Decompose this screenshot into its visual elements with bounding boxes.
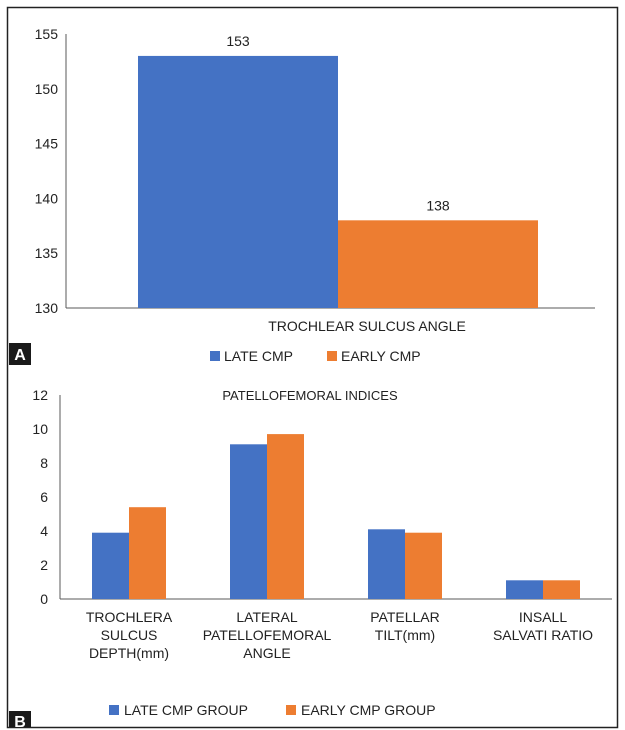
- panel-b-legend-swatch-late: [109, 705, 119, 715]
- panel-b-title: PATELLOFEMORAL INDICES: [222, 388, 398, 403]
- panel-a-legend-swatch-early: [327, 351, 337, 361]
- panel-b-category-label: PATELLAR TILT(mm): [370, 609, 440, 643]
- panel-b-legend-label-late: LATE CMP GROUP: [124, 702, 248, 718]
- panel-b-y-tick-label: 0: [40, 591, 48, 607]
- panel-a-y-tick-label: 150: [35, 81, 59, 97]
- panel-a-legend-label-early: EARLY CMP: [341, 348, 421, 364]
- panel-a-label: A: [14, 347, 26, 364]
- panel-b-bar-late: [230, 444, 267, 599]
- panel-b-y-tick-label: 4: [40, 523, 48, 539]
- panel-b-legend-swatch-early: [286, 705, 296, 715]
- panel-b-label-box: [9, 711, 31, 727]
- panel-b-y-tick-label: 2: [40, 557, 48, 573]
- panel-a-legend: LATE CMP EARLY CMP: [210, 348, 421, 364]
- figure-frame: [6, 6, 619, 729]
- panel-b-bar-early: [129, 507, 166, 599]
- panel-a-label-box: [9, 343, 31, 365]
- panel-a-chart: 130 135 140 145 150 155 153 138 TROCHLEAR SULC…: [35, 26, 595, 364]
- panel-b-legend-label-early: EARLY CMP GROUP: [301, 702, 436, 718]
- panel-a-y-tick-label: 155: [35, 26, 59, 42]
- panel-a-legend-swatch-late: [210, 351, 220, 361]
- panel-a-bar-early: [338, 220, 538, 308]
- panel-b-legend: LATE CMP GROUP EARLY CMP GROUP: [109, 702, 436, 718]
- panel-a-data-label: 153: [226, 33, 250, 49]
- panel-b-bar-late: [368, 529, 405, 599]
- panel-b-bar-late: [92, 532, 129, 599]
- panel-b-y-tick-label: 12: [32, 387, 48, 403]
- panel-b-bar-late: [506, 580, 543, 599]
- panel-a-bar-late: [138, 55, 338, 308]
- panel-a-y-tick-label: 145: [35, 136, 59, 152]
- panel-b-label: B: [14, 714, 26, 730]
- panel-a-category-label: TROCHLEAR SULCUS ANGLE: [268, 318, 466, 334]
- panel-b-category-label: TROCHLERA SULCUS DEPTH(mm): [86, 609, 173, 661]
- panel-b-category-label: LATERAL PATELLOFEMORAL ANGLE: [203, 609, 332, 661]
- panel-b-category-label: INSALL SALVATI RATIO: [493, 609, 593, 643]
- panel-a-y-tick-label: 130: [35, 300, 59, 316]
- panel-b-bar-early: [405, 532, 442, 599]
- panel-b-bar-early: [267, 434, 304, 599]
- panel-b-bar-early: [543, 580, 580, 599]
- panel-b-chart: PATELLOFEMORAL INDICES 0 2 4 6 8 10 12 TROCHLE…: [32, 387, 612, 718]
- panel-b-y-tick-label: 8: [40, 455, 48, 471]
- panel-a-y-tick-label: 140: [35, 190, 59, 206]
- panel-b-y-tick-label: 6: [40, 489, 48, 505]
- panel-a-y-tick-label: 135: [35, 245, 59, 261]
- panel-a-legend-label-late: LATE CMP: [224, 348, 293, 364]
- panel-a-data-label: 138: [426, 197, 450, 213]
- panel-b-y-tick-label: 10: [32, 421, 48, 437]
